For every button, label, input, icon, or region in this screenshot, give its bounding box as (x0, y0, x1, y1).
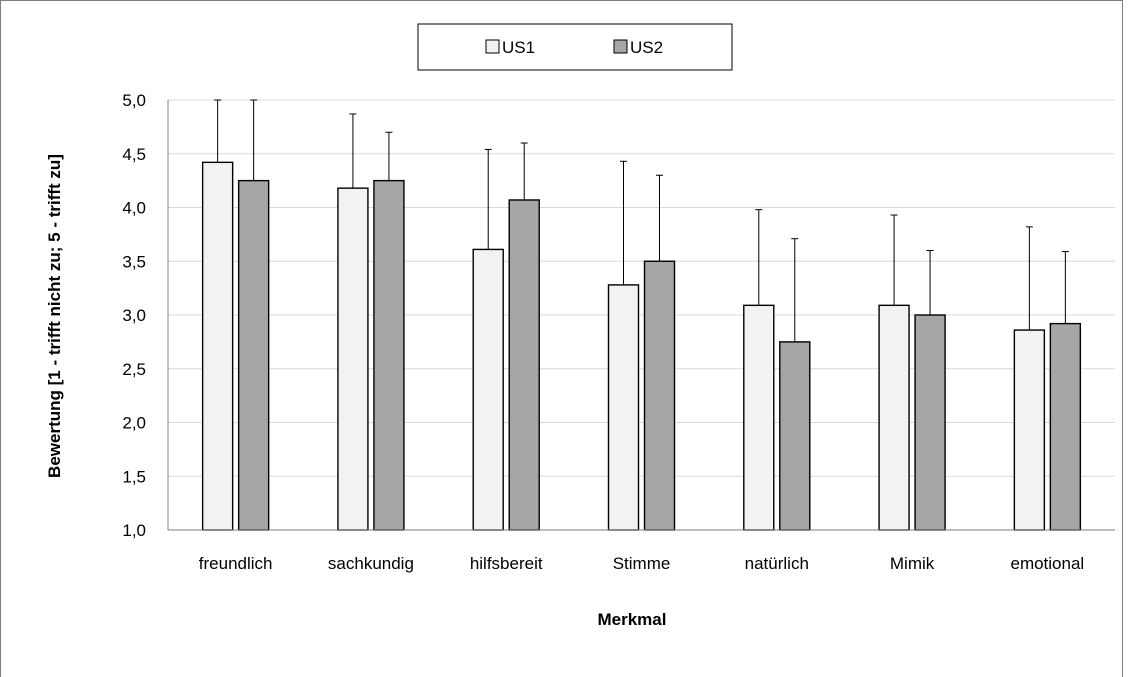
bar-us2 (643, 260, 676, 531)
gridlines (168, 99, 1115, 477)
bars (201, 99, 1082, 531)
y-tick-label: 4,0 (122, 199, 146, 218)
y-axis-title: Bewertung [1 - trifft nicht zu; 5 - trif… (45, 154, 64, 478)
y-tick-label: 2,5 (122, 360, 146, 379)
legend: US1 US2 (417, 23, 733, 71)
bar-us1 (1013, 329, 1046, 531)
bar-us1 (878, 304, 910, 531)
bar-us2 (508, 199, 540, 531)
bar-us1 (743, 304, 775, 531)
y-tick-label: 3,0 (122, 306, 146, 325)
legend-swatch-us2 (613, 39, 628, 54)
x-tick-label: Mimik (890, 554, 935, 573)
bar-us1 (607, 284, 640, 531)
bar-us2 (373, 179, 405, 531)
x-tick-label: Stimme (613, 554, 671, 573)
x-tick-labels: freundlich sachkundig hilfsbereit Stimme nat… (199, 554, 1084, 573)
legend-label-us1: US1 (502, 38, 535, 57)
y-tick-label: 5,0 (122, 91, 146, 110)
x-tick-label: hilfsbereit (470, 554, 543, 573)
legend-swatch-us1 (485, 39, 500, 54)
bar-us1 (337, 187, 369, 531)
bar-us2 (779, 341, 811, 531)
y-tick-label: 4,5 (122, 145, 146, 164)
bar-us1 (201, 161, 234, 531)
bar-us2 (914, 314, 946, 531)
x-tick-label: emotional (1010, 554, 1084, 573)
x-tick-label: natürlich (745, 554, 809, 573)
y-tick-label: 1,5 (122, 467, 146, 486)
bar-us2 (237, 179, 270, 531)
y-tick-labels: 1,0 1,5 2,0 2,5 3,0 3,5 4,0 4,5 5,0 (122, 91, 146, 540)
x-tick-label: sachkundig (328, 554, 414, 573)
x-tick-label: freundlich (199, 554, 273, 573)
bar-us2 (1049, 322, 1082, 531)
axes (167, 100, 1115, 531)
x-axis-title: Merkmal (598, 610, 667, 629)
legend-label-us2: US2 (630, 38, 663, 57)
bar-us1 (472, 248, 504, 531)
y-tick-label: 2,0 (122, 414, 146, 433)
y-tick-label: 3,5 (122, 252, 146, 271)
legend-box (417, 23, 733, 71)
y-tick-label: 1,0 (122, 521, 146, 540)
